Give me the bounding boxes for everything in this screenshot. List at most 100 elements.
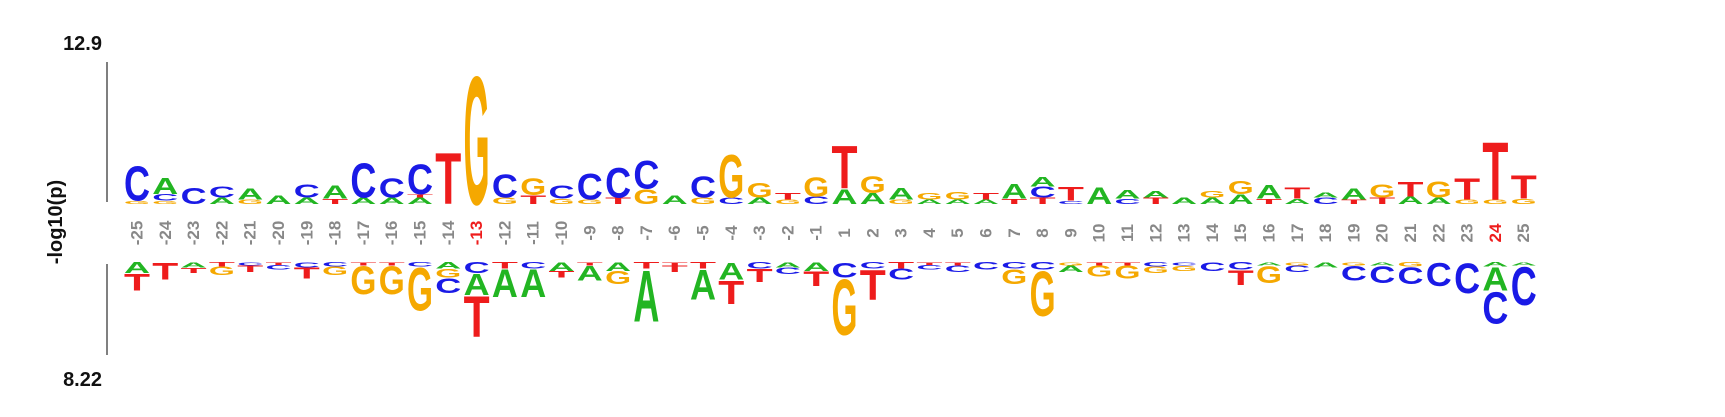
position-label-6: 6	[977, 228, 996, 237]
position-label-11: 11	[1118, 224, 1137, 242]
bottom-letter--18-G: G	[322, 264, 348, 278]
top-letter--19-A: A	[294, 196, 320, 206]
top-letter-16-T: T	[1256, 197, 1282, 206]
top-letter--19-C: C	[294, 181, 320, 201]
bottom-letter--14-G: G	[435, 267, 461, 281]
bottom-letter--10-T: T	[549, 269, 575, 279]
top-letter-3-G: G	[888, 199, 914, 206]
top-letter--20-A: A	[266, 193, 292, 207]
bottom-letter-16-G: G	[1256, 261, 1282, 288]
bottom-letter--15-G: G	[407, 255, 433, 324]
top-letter-21-A: A	[1398, 195, 1424, 207]
bottom-letter--8-G: G	[605, 268, 631, 288]
bottom-letter-24-A: A	[1482, 260, 1508, 298]
bottom-letter-4-C: C	[916, 264, 942, 271]
top-letter--23-C: C	[181, 183, 207, 209]
top-letter--22-A: A	[209, 196, 235, 206]
top-letter-7-A: A	[1001, 180, 1027, 204]
bottom-letter-9-A: A	[1058, 264, 1084, 274]
bottom-letter--10-A: A	[548, 260, 574, 274]
logo-axes: 12.9 8.22 -log10(p)	[45, 33, 108, 391]
position-label--11: -11	[524, 221, 543, 245]
top-letter-15-A: A	[1228, 192, 1254, 207]
bottom-letter--24-T: T	[152, 258, 178, 285]
position-label--14: -14	[439, 220, 458, 245]
position-label--7: -7	[637, 225, 656, 240]
position-label--21: -21	[241, 221, 260, 246]
top-letter--16-A: A	[379, 196, 405, 206]
top-letter-22-A: A	[1426, 196, 1452, 206]
bottom-letter-23-C: C	[1454, 254, 1480, 302]
position-label-13: 13	[1175, 224, 1194, 243]
position-label-20: 20	[1373, 224, 1392, 243]
top-letter--16-C: C	[379, 173, 405, 204]
bottom-letter-19-C: C	[1341, 262, 1367, 286]
top-letter-22-G: G	[1426, 177, 1452, 203]
bottom-letter--9-T: T	[577, 261, 603, 266]
position-label-14: 14	[1203, 223, 1222, 242]
top-letter-23-G: G	[1454, 199, 1480, 206]
position-label--5: -5	[694, 225, 713, 240]
top-letter-25-T: T	[1511, 168, 1537, 206]
bottom-letter--13-T: T	[464, 285, 490, 350]
top-letter--11-G: G	[520, 173, 546, 200]
top-letter--12-C: C	[492, 167, 518, 205]
position-label-21: 21	[1401, 224, 1420, 243]
top-letter--9-C: C	[577, 166, 603, 207]
position-label--15: -15	[411, 221, 430, 246]
top-letter-8-C: C	[1030, 184, 1056, 201]
bottom-letter--17-G: G	[350, 258, 376, 302]
top-letter--2-T: T	[775, 191, 801, 201]
top-letter-11-C: C	[1115, 197, 1141, 206]
top-letter-4-A: A	[916, 199, 942, 206]
top-letter--4-C: C	[718, 196, 744, 206]
position-label-19: 19	[1344, 224, 1363, 243]
top-letter-20-G: G	[1369, 181, 1395, 201]
position-label--17: -17	[354, 221, 373, 246]
top-letter--14-T: T	[435, 138, 461, 220]
top-letter--15-A: A	[407, 196, 433, 206]
bottom-letter--12-T: T	[492, 260, 518, 270]
top-letter-24-T: T	[1482, 126, 1508, 218]
bottom-letter-12-G: G	[1143, 265, 1169, 275]
bottom-letter--4-T: T	[718, 273, 744, 311]
bottom-letter--22-T: T	[209, 261, 235, 268]
top-letter-6-T: T	[973, 191, 999, 201]
bottom-letter-2-C: C	[860, 260, 886, 270]
bottom-letter-13-G: G	[1171, 264, 1197, 273]
position-label--20: -20	[269, 221, 288, 246]
bottom-letter--14-C: C	[435, 274, 461, 298]
bottom-letter--8-A: A	[605, 260, 631, 274]
bottom-letter-17-G: G	[1284, 261, 1310, 266]
position-label-9: 9	[1061, 228, 1080, 237]
top-letter--10-G: G	[549, 197, 575, 206]
top-letter-9-T: T	[1058, 183, 1084, 205]
position-label-22: 22	[1429, 224, 1448, 243]
bottom-letter--23-T: T	[181, 266, 207, 275]
top-letter--7-G: G	[633, 185, 659, 209]
position-label-10: 10	[1090, 224, 1109, 243]
top-letter--4-G: G	[718, 142, 744, 211]
position-label--2: -2	[778, 225, 797, 240]
top-letter-20-T: T	[1369, 196, 1395, 206]
bottom-letter--21-T: T	[237, 264, 263, 274]
bottom-letter--9-A: A	[577, 262, 603, 286]
top-letter-10-A: A	[1086, 182, 1112, 209]
position-label--18: -18	[326, 221, 345, 246]
bottom-letter--3-T: T	[747, 265, 773, 285]
top-letter--2-G: G	[775, 199, 801, 206]
position-label--23: -23	[184, 221, 203, 246]
top-letter-5-G: G	[945, 190, 971, 202]
bottom-letter-24-A: A	[1482, 261, 1508, 268]
bottom-letter--19-C: C	[294, 261, 320, 270]
top-letter-6-A: A	[973, 199, 999, 206]
position-label-23: 23	[1458, 224, 1477, 243]
position-label--24: -24	[156, 220, 175, 245]
top-letter--1-G: G	[803, 172, 829, 203]
bottom-letter--6-T: T	[662, 261, 688, 266]
bottom-letter--5-T: T	[690, 260, 716, 270]
position-labels: -25 -24 -23 -22 -21 -20 -19 -18 -17 -16 -15 -14 -13-…	[128, 220, 1534, 245]
